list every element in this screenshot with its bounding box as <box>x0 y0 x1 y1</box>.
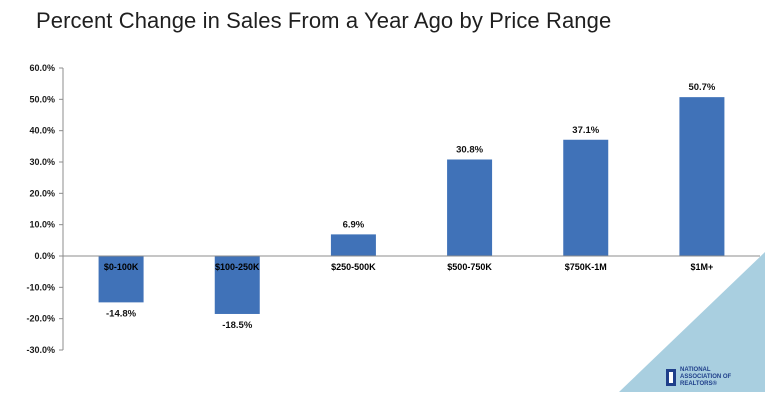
logo-line-2: ASSOCIATION OF <box>680 373 732 380</box>
y-tick-label: 60.0% <box>29 63 55 73</box>
data-label: 50.7% <box>688 82 715 93</box>
y-tick-label: -10.0% <box>26 282 55 292</box>
x-tick-label: $1M+ <box>691 262 714 272</box>
nar-logo-text: NATIONAL ASSOCIATION OF REALTORS® <box>680 367 731 388</box>
nar-logo: NATIONAL ASSOCIATION OF REALTORS® <box>666 364 768 390</box>
data-label: 30.8% <box>456 144 483 155</box>
y-tick-label: 20.0% <box>29 188 55 198</box>
x-tick-label: $500-750K <box>447 262 492 272</box>
bar <box>214 256 260 314</box>
bar <box>447 159 493 256</box>
y-tick-label: -20.0% <box>26 314 55 324</box>
y-tick-label: 30.0% <box>29 157 55 167</box>
bar <box>98 256 144 303</box>
x-tick-label: $750K-1M <box>565 262 607 272</box>
y-tick-label: 10.0% <box>29 220 55 230</box>
bar <box>563 139 609 256</box>
data-label: -18.5% <box>222 320 253 331</box>
data-label: -14.8% <box>106 308 137 319</box>
y-tick-label: 40.0% <box>29 126 55 136</box>
y-tick-label: -30.0% <box>26 345 55 355</box>
bar <box>330 234 376 256</box>
x-tick-label: $0-100K <box>104 262 139 272</box>
x-tick-label: $100-250K <box>215 262 260 272</box>
logo-line-3: REALTORS® <box>680 380 717 387</box>
chart-title: Percent Change in Sales From a Year Ago … <box>36 8 612 33</box>
data-label: 37.1% <box>572 125 599 136</box>
y-tick-label: 0.0% <box>34 251 55 261</box>
y-tick-label: 50.0% <box>29 94 55 104</box>
logo-line-1: NATIONAL <box>680 366 711 373</box>
x-tick-label: $250-500K <box>331 262 376 272</box>
bar <box>679 97 725 256</box>
data-label: 6.9% <box>343 219 365 230</box>
realtor-r-icon <box>666 368 676 386</box>
